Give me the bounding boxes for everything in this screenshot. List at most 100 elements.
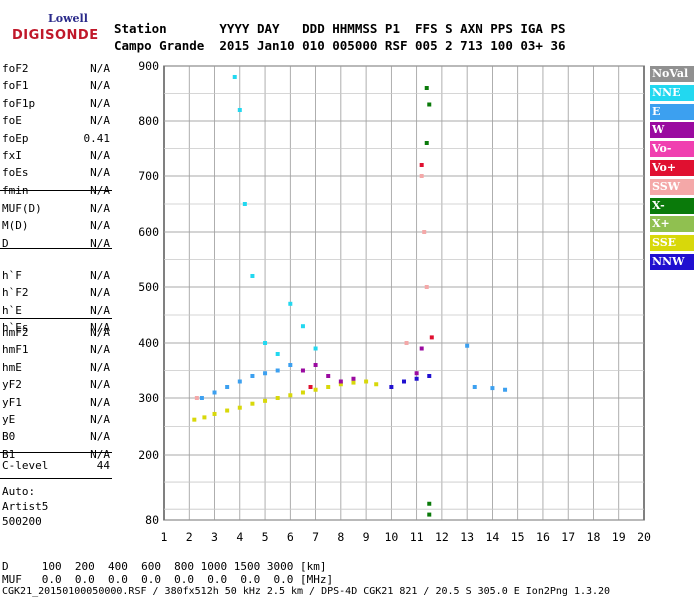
data-point-vo (308, 385, 313, 389)
data-point-ssw (419, 174, 424, 178)
data-point-w (338, 379, 343, 384)
param-value: N/A (90, 202, 110, 215)
digisonde-logo: Lowell DIGISONDE (6, 8, 106, 48)
param-key: h`F2 (2, 286, 29, 300)
legend-item-e: E (650, 103, 694, 120)
param-value: N/A (90, 286, 110, 300)
legend-item-sse: SSE (650, 235, 694, 252)
data-point-ssw (194, 396, 199, 400)
x-tick-label: 19 (612, 530, 626, 544)
x-tick-label: 2 (186, 530, 193, 544)
param-value: N/A (90, 326, 110, 339)
data-point-e (288, 363, 293, 367)
x-tick-label: 18 (587, 530, 601, 544)
data-point-x (427, 501, 432, 506)
data-point-w (326, 374, 331, 378)
separator-line (0, 248, 112, 249)
data-point-sse (202, 415, 207, 420)
legend-item-x: X- (650, 197, 694, 214)
y-tick-label: 300 (138, 391, 159, 405)
param-key: D (2, 236, 9, 250)
header-row-values: Campo Grande 2015 Jan10 010 005000 RSF 0… (114, 38, 566, 53)
legend-item-nnw: NNW (650, 254, 694, 270)
param-key: yE (2, 413, 16, 426)
param-value: N/A (90, 79, 110, 93)
legend-item-w: W (650, 122, 694, 139)
y-tick-label: 600 (138, 225, 159, 239)
auto-line2: Artist5 (2, 500, 49, 513)
param-key: B0 (2, 430, 16, 444)
param-key: fxI (2, 149, 22, 162)
separator-line (0, 318, 112, 319)
param-key: foF2 (2, 62, 29, 75)
x-tick-label: 14 (485, 530, 499, 544)
data-point-sse (300, 390, 305, 395)
x-tick-label: 9 (363, 530, 370, 544)
separator-line (0, 452, 112, 453)
x-tick-label: 10 (384, 530, 398, 544)
legend-item-vo: Vo+ (650, 160, 694, 176)
data-point-e (199, 396, 204, 400)
param-key: yF1 (2, 395, 22, 409)
x-tick-label: 16 (536, 530, 550, 544)
logo-top-text: Lowell (48, 12, 88, 25)
param-key: foF1p (2, 96, 36, 110)
param-key: M(D) (2, 219, 29, 233)
data-point-e (237, 379, 242, 384)
data-point-w (300, 368, 305, 373)
data-point-sse (338, 382, 343, 387)
data-point-sse (374, 382, 379, 387)
param-value: N/A (90, 378, 110, 392)
data-point-vo (429, 335, 434, 340)
data-point-sse (364, 379, 369, 384)
data-point-e (472, 385, 477, 389)
x-tick-label: 8 (337, 530, 344, 544)
y-tick-label: 400 (138, 336, 159, 350)
legend-item-nne: NNE (650, 84, 694, 101)
param-value: N/A (90, 96, 110, 110)
param-key: h`Es (2, 321, 29, 335)
d-distance-line: D 100 200 400 600 800 1000 1500 3000 [km… (2, 560, 327, 573)
data-point-nne (275, 352, 280, 356)
param-value: N/A (90, 321, 110, 335)
legend-item-vo: Vo- (650, 141, 694, 158)
data-point-w (313, 363, 318, 367)
data-point-x (427, 512, 432, 517)
data-point-sse (250, 401, 255, 406)
param-value: N/A (90, 114, 110, 128)
logo-main-text: DIGISONDE (12, 28, 99, 43)
data-point-nne (300, 324, 305, 329)
x-tick-label: 11 (410, 530, 424, 544)
footer-info: CGK21_20150100050000.RSF / 380fx512h 50 … (2, 586, 611, 597)
data-point-x (424, 86, 429, 90)
param-key: hmF2 (2, 326, 29, 339)
param-value: N/A (90, 149, 110, 162)
param-value: N/A (90, 303, 110, 317)
x-tick-label: 5 (262, 530, 269, 544)
legend-item-noval: NoVal (650, 66, 694, 82)
data-point-vo (419, 163, 424, 167)
y-tick-label: 200 (138, 448, 159, 462)
y-tick-label: 500 (138, 280, 159, 294)
data-point-sse (212, 411, 217, 416)
data-point-w (414, 371, 419, 376)
data-point-e (275, 368, 280, 373)
y-tick-label: 800 (138, 114, 159, 128)
param-key: h`F (2, 269, 22, 282)
x-tick-label: 13 (460, 530, 474, 544)
data-point-nnw (414, 376, 419, 381)
x-tick-label: 4 (236, 530, 243, 544)
x-tick-label: 6 (287, 530, 294, 544)
x-tick-label: 15 (511, 530, 525, 544)
auto-line1: Auto: (2, 485, 36, 498)
data-point-nne (237, 108, 242, 112)
data-point-sse (313, 387, 318, 392)
param-key: C-level (2, 459, 49, 472)
data-point-nne (242, 202, 247, 206)
legend-item-x: X+ (650, 216, 694, 233)
x-tick-label: 1 (161, 530, 168, 544)
data-point-w (351, 376, 356, 381)
param-key: foF1 (2, 79, 29, 93)
param-key: B1 (2, 447, 16, 461)
data-point-e (490, 386, 495, 391)
